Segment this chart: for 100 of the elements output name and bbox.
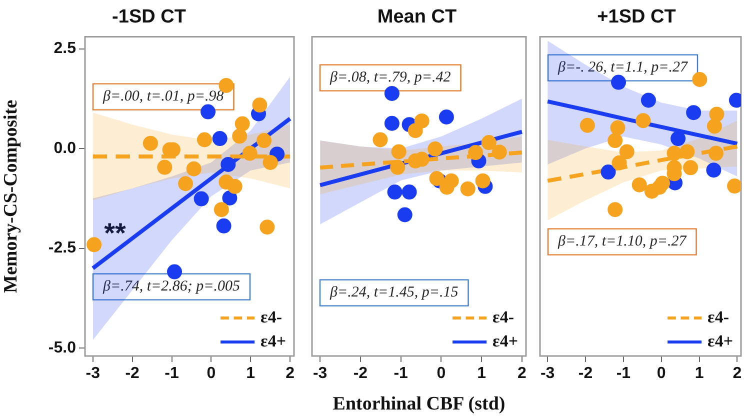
point	[680, 144, 695, 160]
annotation: β=-. 26, t=1.1, p=.27	[557, 60, 689, 76]
x-tick-label: 2	[732, 365, 742, 382]
x-tick-label: -2	[353, 365, 368, 382]
legend-label: ε4-	[260, 307, 282, 326]
point	[186, 161, 202, 176]
point	[608, 202, 623, 218]
point	[460, 181, 476, 196]
point	[683, 160, 698, 176]
x-tick-label: -2	[578, 365, 593, 382]
y-axis-title: Memory-CS-Composite	[0, 100, 22, 293]
point	[608, 133, 623, 148]
point	[612, 155, 627, 170]
point	[438, 110, 454, 124]
point	[227, 178, 242, 194]
point	[666, 146, 682, 161]
point	[444, 173, 459, 188]
y-tick-label: -2.5	[48, 240, 76, 257]
point	[232, 128, 248, 144]
point	[475, 173, 490, 188]
x-tick-label: -3	[540, 365, 555, 382]
point	[580, 118, 595, 133]
point	[610, 120, 626, 136]
legend-label: ε4+	[260, 331, 286, 350]
x-tick-label: 1	[246, 365, 256, 382]
annotation: β=.74, t=2.86; p=.005	[102, 278, 240, 295]
point	[242, 146, 258, 161]
y-tick-label: 0.0	[54, 140, 76, 157]
point	[178, 176, 194, 192]
point	[214, 202, 229, 218]
x-tick-label: 0	[656, 365, 666, 382]
point	[384, 116, 400, 131]
point	[708, 146, 724, 161]
x-tick-label: -3	[312, 365, 328, 382]
legend-label: ε4-	[708, 307, 730, 326]
chart-title: Mean CT	[377, 6, 457, 28]
x-tick-label: -3	[86, 365, 100, 382]
point	[167, 264, 182, 280]
point	[196, 132, 212, 148]
point	[387, 184, 402, 200]
point	[200, 104, 216, 120]
x-tick-label: 2	[286, 365, 295, 382]
x-tick-label: 1	[694, 365, 704, 382]
chart-title: +1SD CT	[597, 6, 676, 28]
point	[86, 237, 102, 252]
annotation: **	[104, 218, 126, 249]
point	[670, 131, 686, 146]
point	[212, 131, 228, 146]
point	[468, 145, 484, 160]
x-tick-label: 0	[436, 365, 446, 382]
point	[142, 136, 158, 151]
point	[402, 184, 417, 200]
legend-label: ε4+	[708, 331, 734, 350]
point	[222, 190, 238, 206]
point	[709, 106, 724, 122]
legend-label: ε4+	[492, 331, 518, 350]
annotation: β=.24, t=1.45, p=.15	[329, 284, 459, 301]
x-tick-label: -1	[394, 365, 408, 382]
annotation: β=.08, t=.79, p=.42	[329, 70, 452, 86]
point	[256, 133, 272, 148]
point	[636, 113, 651, 128]
y-tick-label: 2.5	[54, 40, 76, 58]
point	[640, 92, 656, 108]
point	[260, 220, 275, 235]
point	[600, 164, 616, 180]
point	[194, 191, 209, 206]
point	[706, 162, 722, 178]
point	[492, 144, 507, 160]
point	[216, 218, 232, 234]
x-tick-label: 0	[206, 365, 216, 382]
point	[611, 74, 626, 90]
x-tick-label: 2	[518, 365, 527, 382]
x-tick-label: -1	[616, 365, 631, 382]
chart-title: -1SD CT	[112, 6, 186, 28]
point	[397, 207, 412, 222]
point	[632, 177, 647, 192]
point	[481, 135, 496, 150]
legend-label: ε4-	[492, 307, 514, 326]
point	[157, 160, 172, 175]
point	[654, 176, 670, 191]
point	[408, 123, 423, 138]
point	[727, 178, 741, 194]
x-tick-label: -2	[125, 365, 140, 382]
point	[384, 86, 400, 101]
point	[428, 141, 443, 156]
y-tick-label: -5.0	[48, 339, 76, 356]
point	[429, 170, 444, 186]
point	[619, 144, 634, 160]
point	[220, 156, 236, 172]
point	[686, 105, 702, 120]
point	[372, 132, 388, 148]
point	[234, 116, 250, 132]
point	[391, 144, 406, 160]
x-tick-label: -1	[164, 365, 179, 382]
x-axis-title: Entorhinal CBF (std)	[332, 394, 506, 415]
point	[390, 160, 406, 175]
annotation: β=.17, t=1.10, p=.27	[557, 234, 688, 250]
point	[252, 98, 268, 113]
point	[692, 72, 708, 87]
x-tick-label: 1	[477, 365, 486, 382]
